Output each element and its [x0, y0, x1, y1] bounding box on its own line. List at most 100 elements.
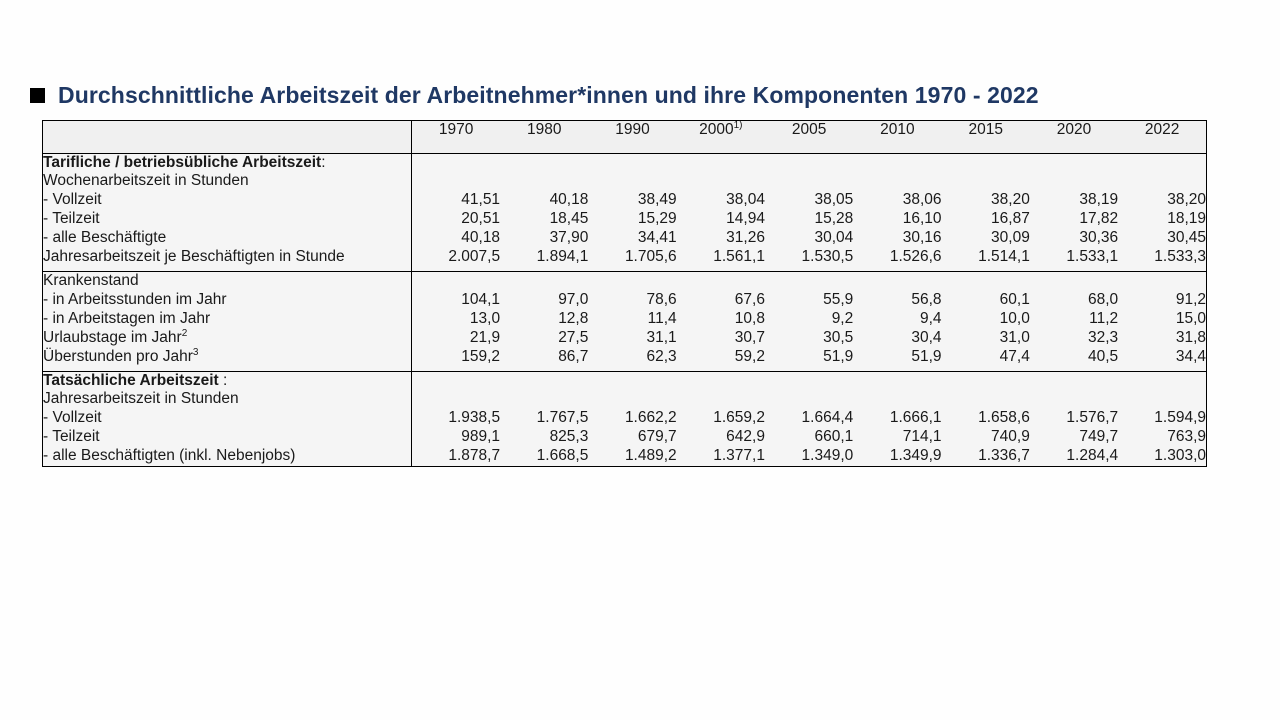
cell-2015: 31,0: [941, 329, 1030, 348]
row-label: - alle Beschäftigte: [42, 229, 413, 248]
cell-2022: 91,2: [1118, 291, 1207, 310]
year-header-2010: 2010: [853, 120, 942, 154]
cell-1970: 989,1: [411, 428, 501, 447]
section3-heading-row: Tatsächliche Arbeitszeit :: [42, 371, 1207, 390]
cell-1980: 37,90: [500, 229, 589, 248]
cell-1990: 1.705,6: [588, 248, 677, 272]
cell-1990: 11,4: [588, 310, 677, 329]
cell-2022: 1.533,3: [1118, 248, 1207, 272]
year-header-2015: 2015: [941, 120, 1030, 154]
section-subheading: Jahresarbeitszeit in Stunden: [42, 390, 413, 409]
table-row: - alle Beschäftigten (inkl. Nebenjobs) 1.…: [42, 447, 1207, 467]
table-row: - Vollzeit 41,51 40,18 38,49 38,04 38,05 38,06…: [42, 191, 1207, 210]
cell-1980: 40,18: [500, 191, 589, 210]
cell-2015: 740,9: [941, 428, 1030, 447]
cell-2010: 9,4: [853, 310, 942, 329]
cell-2015: 1.514,1: [941, 248, 1030, 272]
cell-1980: 1.894,1: [500, 248, 589, 272]
cell-2000: 1.659,2: [676, 409, 765, 428]
row-label-text: - Vollzeit: [43, 191, 102, 208]
cell-2020: 1.284,4: [1029, 447, 1119, 467]
row-label: - Teilzeit: [42, 210, 413, 229]
cell-2005: 9,2: [764, 310, 854, 329]
title-block: Durchschnittliche Arbeitszeit der Arbeit…: [30, 82, 1039, 109]
cell-2015: 47,4: [941, 348, 1030, 372]
cell-1970: 2.007,5: [411, 248, 501, 272]
cell-1980: 86,7: [500, 348, 589, 372]
cell-2015: 1.658,6: [941, 409, 1030, 428]
cell-1970: 41,51: [411, 191, 501, 210]
cell-1970: 104,1: [411, 291, 501, 310]
working-time-table: 1970 1980 1990 20001) 2005 2010 2015 2020 2022 Ta…: [42, 120, 1207, 467]
cell-2015: 1.336,7: [941, 447, 1030, 467]
cell-2022: 763,9: [1118, 428, 1207, 447]
row-label: Urlaubstage im Jahr2: [42, 328, 413, 348]
cell-1980: 97,0: [500, 291, 589, 310]
cell-2015: 30,09: [941, 229, 1030, 248]
cell-2005: 38,05: [764, 191, 854, 210]
row-label-text: - alle Beschäftigte: [43, 229, 167, 246]
row-label: - Vollzeit: [42, 191, 413, 210]
section-heading: Tatsächliche Arbeitszeit: [43, 372, 219, 389]
section-heading: Krankenstand: [43, 272, 139, 289]
section2-heading-row-label: Krankenstand: [42, 271, 413, 291]
year-header-1990: 1990: [588, 120, 677, 154]
cell-1990: 38,49: [588, 191, 677, 210]
table-row: - alle Beschäftigte 40,18 37,90 34,41 31,26 3…: [42, 229, 1207, 248]
section1-subheading-row: Wochenarbeitszeit in Stunden: [42, 172, 1207, 191]
cell-2005: 30,04: [764, 229, 854, 248]
header-row: 1970 1980 1990 20001) 2005 2010 2015 2020 2022: [42, 120, 1207, 154]
cell-2022: 18,19: [1118, 210, 1207, 229]
cell-2010: 1.526,6: [853, 248, 942, 272]
row-label: - Teilzeit: [42, 428, 413, 447]
section3-heading-row-label: Tatsächliche Arbeitszeit :: [42, 371, 413, 390]
row-label-text: - Vollzeit: [43, 409, 102, 426]
cell-1990: 679,7: [588, 428, 677, 447]
year-header-1980: 1980: [500, 120, 589, 154]
cell-1980: 27,5: [500, 329, 589, 348]
cell-2005: 55,9: [764, 291, 854, 310]
square-bullet-icon: [30, 88, 45, 103]
cell-1970: 159,2: [411, 348, 501, 372]
cell-2010: 16,10: [853, 210, 942, 229]
cell-1990: 1.662,2: [588, 409, 677, 428]
cell-2015: 16,87: [941, 210, 1030, 229]
row-label-text: Überstunden pro Jahr: [43, 348, 193, 365]
cell-2010: 1.666,1: [853, 409, 942, 428]
cell-2000: 642,9: [676, 428, 765, 447]
cell-1970: 21,9: [411, 329, 501, 348]
cell-2000: 1.377,1: [676, 447, 765, 467]
cell-2015: 10,0: [941, 310, 1030, 329]
cell-1980: 825,3: [500, 428, 589, 447]
cell-2005: 51,9: [764, 348, 854, 372]
cell-2005: 30,5: [764, 329, 854, 348]
cell-2022: 1.303,0: [1118, 447, 1207, 467]
cell-2005: 660,1: [764, 428, 854, 447]
section1-heading-row-label: Tarifliche / betriebsübliche Arbeitszeit…: [42, 153, 413, 172]
cell-2010: 51,9: [853, 348, 942, 372]
cell-2022: 1.594,9: [1118, 409, 1207, 428]
cell-1970: 1.878,7: [411, 447, 501, 467]
table-row: Jahresarbeitszeit je Beschäftigten in St…: [42, 248, 1207, 272]
section-heading-suffix: :: [321, 154, 326, 171]
cell-1990: 62,3: [588, 348, 677, 372]
row-label: - alle Beschäftigten (inkl. Nebenjobs): [42, 447, 413, 467]
cell-1970: 13,0: [411, 310, 501, 329]
cell-2000: 38,04: [676, 191, 765, 210]
cell-2022: 31,8: [1118, 329, 1207, 348]
row-label-text: - alle Beschäftigten (inkl. Nebenjobs): [43, 447, 296, 464]
section3-subheading-row: Jahresarbeitszeit in Stunden: [42, 390, 1207, 409]
cell-2015: 60,1: [941, 291, 1030, 310]
section-heading-suffix: :: [218, 372, 228, 389]
year-header-2000: 20001): [676, 120, 765, 154]
cell-2000: 31,26: [676, 229, 765, 248]
cell-1970: 20,51: [411, 210, 501, 229]
table-row: - in Arbeitsstunden im Jahr 104,1 97,0 78,6…: [42, 291, 1207, 310]
year-header-1970: 1970: [411, 120, 501, 154]
cell-2020: 1.576,7: [1029, 409, 1119, 428]
cell-2020: 749,7: [1029, 428, 1119, 447]
cell-2015: 38,20: [941, 191, 1030, 210]
cell-2020: 32,3: [1029, 329, 1119, 348]
cell-1990: 34,41: [588, 229, 677, 248]
cell-2020: 17,82: [1029, 210, 1119, 229]
